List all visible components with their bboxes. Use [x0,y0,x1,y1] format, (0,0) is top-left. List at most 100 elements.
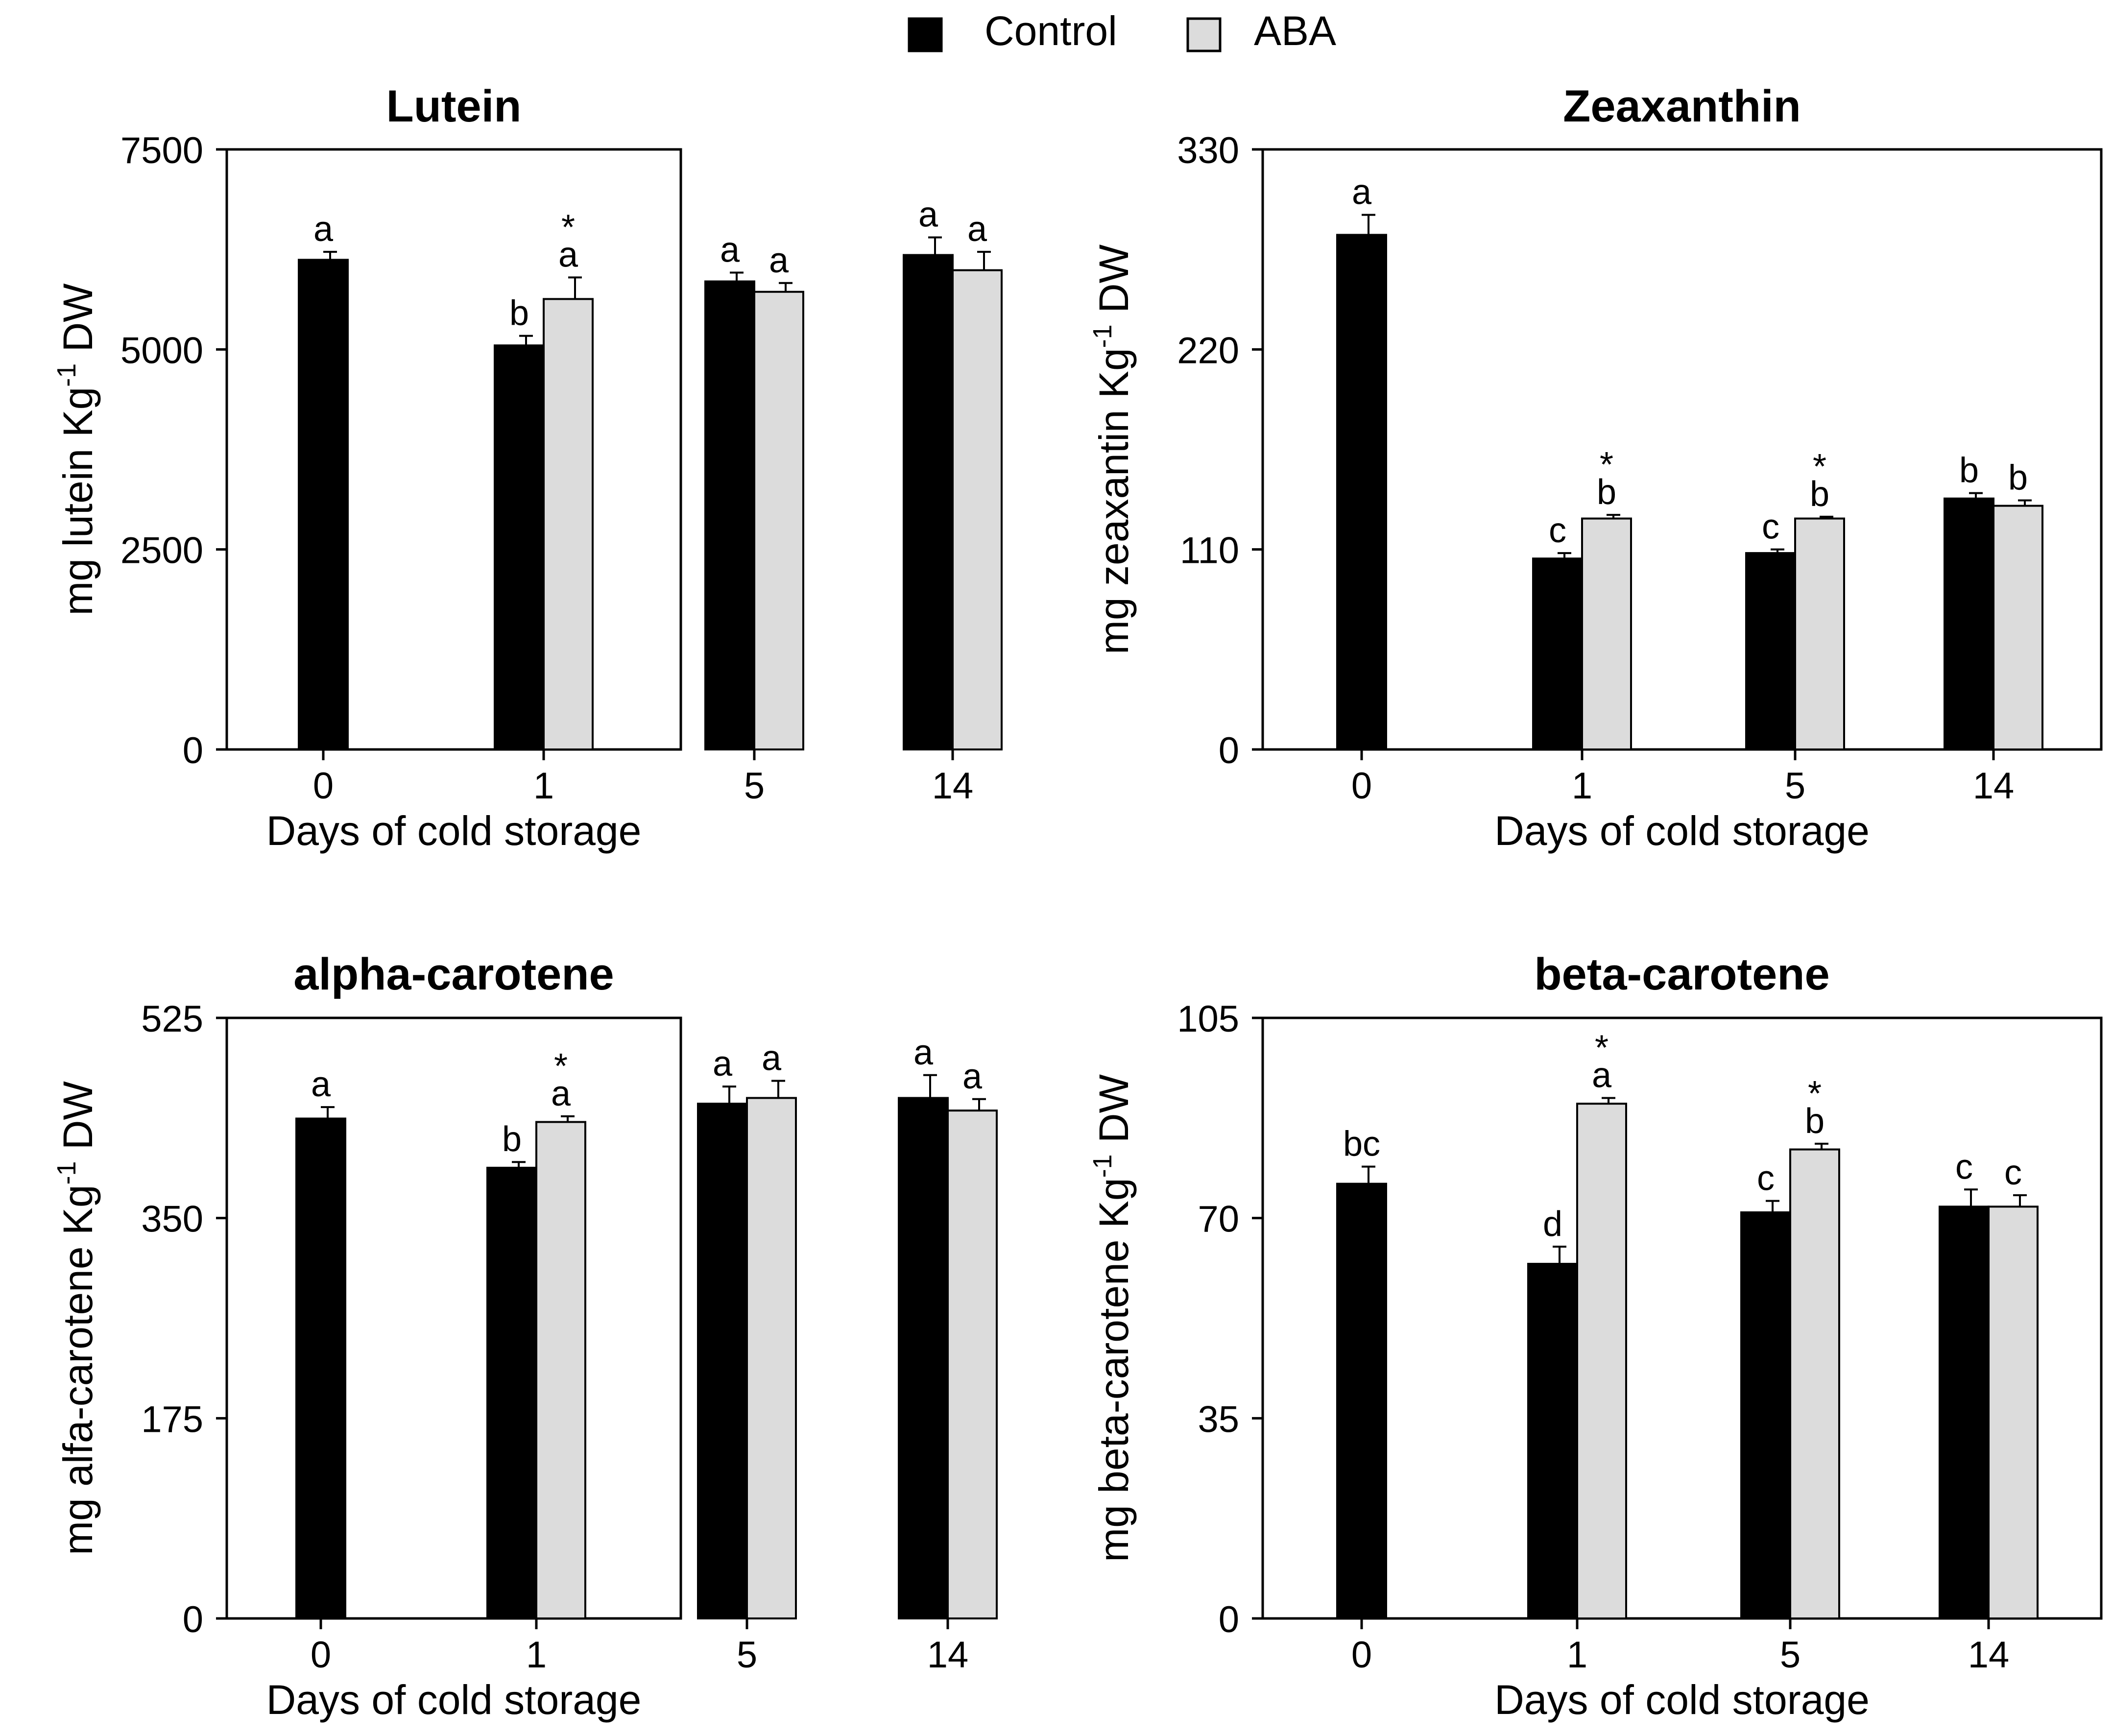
plot-frame [225,148,682,751]
chart-zeaxanthin: Zeaxanthin 0 110 220 330 0 1 5 14 Days of cold st… [1088,81,2103,854]
bar-control [1336,1182,1387,1620]
plot-frame [1261,148,2103,751]
y-tick-label: 350 [141,1199,203,1240]
y-tick-label: 110 [1180,530,1239,572]
significance-star: * [1595,1028,1609,1067]
significance-letter: a [962,1057,983,1096]
significance-letter: a [762,1038,782,1078]
significance-letter: c [2004,1153,2022,1192]
x-axis-label: Days of cold storage [266,1677,642,1723]
x-tick-label: 0 [313,765,334,807]
y-tick-label: 7500 [120,130,203,171]
significance-letter: a [967,210,987,249]
y-axis-label-tail: DW [55,1081,101,1161]
x-tick-label: 0 [311,1634,331,1676]
significance-star: * [554,1047,568,1086]
chart-lutein: Lutein 0 2500 5000 7500 0 1 5 14 Days of cold sto… [52,81,1003,854]
bar-aba [947,1109,998,1619]
y-axis-label-superscript: -1 [1088,1154,1117,1178]
y-tick-label: 330 [1177,130,1239,171]
bar-aba [753,290,804,750]
significance-star: * [1600,445,1613,484]
significance-letter: b [502,1120,522,1159]
significance-letter: b [1805,1102,1825,1141]
x-axis-label: Days of cold storage [1494,1677,1870,1723]
bar-aba [535,1121,586,1619]
y-axis-label-main: mg zeaxantin Kg [1091,348,1137,654]
significance-letter: a [720,231,740,270]
bar-control [1527,1263,1578,1619]
x-tick-label: 14 [927,1634,969,1676]
x-tick-label: 5 [1780,1634,1801,1676]
significance-letter: c [1955,1147,1973,1186]
x-tick-label: 14 [1968,1634,2010,1676]
bar-control [295,1117,346,1619]
legend-swatch-control [908,17,943,52]
significance-star: * [1808,1074,1822,1113]
significance-letter: b [2008,458,2028,497]
y-tick-label: 525 [141,998,203,1040]
significance-letter: c [1762,507,1779,547]
x-tick-label: 0 [1351,765,1372,807]
significance-letter: bc [1343,1125,1380,1164]
chart-title: Lutein [386,81,522,131]
significance-letter: b [1810,475,1829,514]
bar-control [1944,497,1994,750]
bar-control [486,1166,537,1620]
x-axis-label: Days of cold storage [266,808,642,854]
significance-letter: a [918,195,938,235]
chart-beta-carotene: beta-carotene 0 35 70 105 0 1 5 14 Days of cold s… [1088,949,2103,1723]
x-tick-label: 5 [737,1634,757,1676]
y-tick-label: 220 [1177,330,1239,371]
significance-letter: a [313,210,334,249]
significance-letter: a [558,235,578,274]
y-axis-label-tail: DW [55,283,101,363]
significance-letter: a [1592,1056,1612,1095]
significance-letter: a [551,1074,571,1113]
chart-title: beta-carotene [1534,949,1829,999]
legend-label-aba: ABA [1254,8,1336,54]
significance-star: * [1813,447,1826,486]
x-axis-label: Days of cold storage [1494,808,1870,854]
y-axis-label: mg alfa-carotene Kg-1 DW [52,1081,101,1555]
x-tick-label: 5 [1785,765,1805,807]
y-tick-label: 0 [183,730,203,772]
bar-control [903,254,954,750]
bar-aba [952,269,1003,750]
bar-control [494,344,545,750]
significance-letter: a [311,1065,331,1104]
y-axis-label-superscript: -1 [1088,324,1117,348]
x-tick-label: 1 [533,765,554,807]
x-tick-label: 1 [1572,765,1592,807]
x-tick-label: 0 [1351,1634,1372,1676]
y-axis-label-superscript: -1 [52,363,81,387]
y-tick-label: 105 [1177,998,1239,1040]
bar-aba [543,298,594,750]
bar-aba [1581,517,1632,750]
plot-frame [225,1016,682,1620]
plot-frame [1261,1016,2103,1620]
bar-control [1745,552,1796,751]
y-tick-label: 5000 [120,330,203,371]
significance-letter: c [1757,1159,1775,1198]
y-axis-label-main: mg alfa-carotene Kg [55,1184,101,1555]
bar-aba [1993,505,2043,751]
y-axis-label-main: mg beta-carotene Kg [1091,1178,1137,1562]
significance-letter: a [713,1044,733,1084]
bar-control [1336,234,1387,750]
significance-letter: c [1549,511,1566,550]
bar-control [1740,1211,1791,1619]
x-tick-label: 14 [932,765,974,807]
x-tick-label: 14 [1973,765,2015,807]
chart-title: Zeaxanthin [1563,81,1801,131]
bar-control [1939,1206,1990,1619]
y-tick-label: 0 [1219,1599,1239,1640]
y-tick-label: 175 [141,1398,203,1440]
y-tick-label: 35 [1198,1398,1239,1440]
bar-control [697,1103,748,1619]
bar-control [298,259,349,750]
legend-swatch-aba [1186,17,1222,52]
x-tick-label: 1 [1567,1634,1587,1676]
